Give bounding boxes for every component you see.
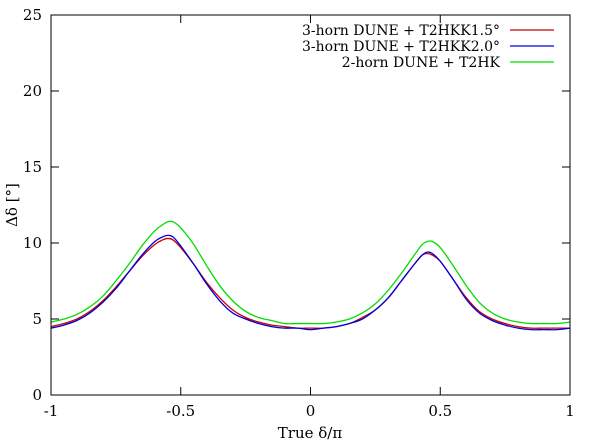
y-axis-label: Δδ [°] — [3, 183, 21, 227]
series-line-3 — [50, 220, 571, 325]
y-tick-label: 25 — [23, 6, 42, 24]
legend: 3-horn DUNE + T2HKK1.5°3-horn DUNE + T2H… — [302, 23, 554, 71]
series-layer — [50, 220, 571, 331]
y-tick-label: 20 — [23, 82, 42, 100]
series-line-1 — [50, 237, 570, 329]
y-tick-label: 0 — [32, 386, 42, 404]
x-tick-label: 1 — [565, 402, 575, 420]
legend-label-3: 2-horn DUNE + T2HK — [342, 55, 501, 71]
legend-label-1: 3-horn DUNE + T2HKK1.5° — [302, 23, 500, 39]
x-tick-label: 0.5 — [428, 402, 452, 420]
y-tick-label: 15 — [23, 158, 42, 176]
x-tick-label: -1 — [44, 402, 59, 420]
plot-frame — [50, 14, 571, 396]
x-tick-label: 0 — [306, 402, 316, 420]
x-axis-label: True δ/π — [278, 424, 343, 442]
legend-label-2: 3-horn DUNE + T2HKK2.0° — [302, 39, 500, 55]
x-tick-label: -0.5 — [166, 402, 195, 420]
y-tick-label: 10 — [23, 234, 42, 252]
y-tick-label: 5 — [32, 310, 42, 328]
series-line-2 — [50, 234, 571, 331]
